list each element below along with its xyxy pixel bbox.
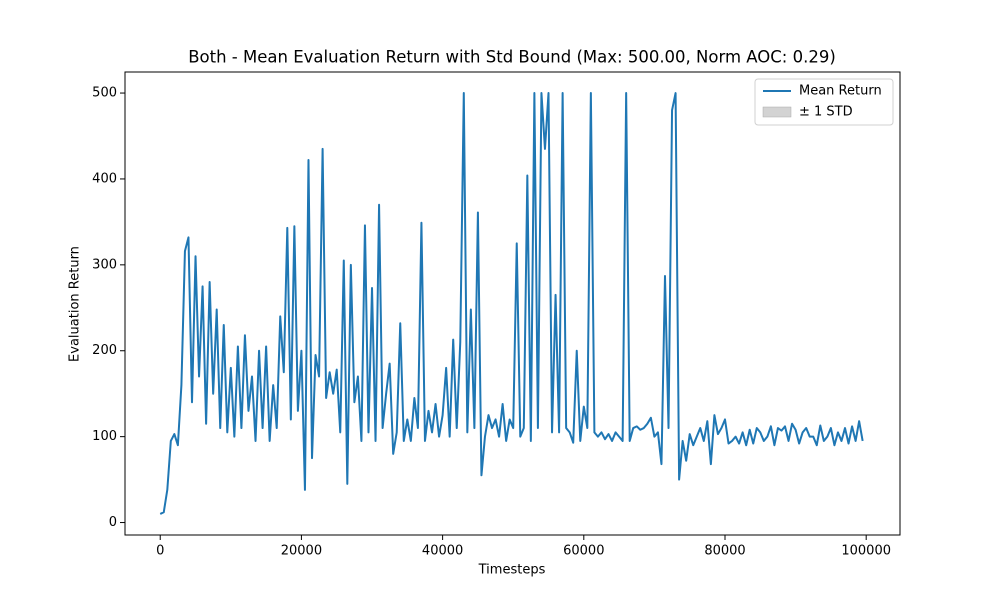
y-tick-label: 200 <box>92 343 117 358</box>
legend-band <box>762 106 792 118</box>
y-axis-label: Evaluation Return <box>68 246 83 362</box>
legend-label: ± 1 STD <box>799 105 853 120</box>
plot-frame <box>124 71 901 536</box>
y-tick-label: 300 <box>92 257 117 272</box>
x-tick-label: 20000 <box>281 544 322 559</box>
x-tick-label: 60000 <box>563 544 604 559</box>
x-tick-label: 0 <box>156 544 164 559</box>
y-tick-label: 0 <box>109 515 117 530</box>
x-tick-label: 100000 <box>841 544 891 559</box>
x-axis-label: Timesteps <box>478 563 546 578</box>
y-tick-label: 400 <box>92 171 117 186</box>
chart-title: Both - Mean Evaluation Return with Std B… <box>188 48 836 67</box>
x-tick-label: 40000 <box>422 544 463 559</box>
y-tick-label: 500 <box>92 86 117 101</box>
legend-label: Mean Return <box>799 84 882 99</box>
y-tick-label: 100 <box>92 429 117 444</box>
line-series <box>159 92 864 515</box>
x-tick-label: 80000 <box>704 544 745 559</box>
